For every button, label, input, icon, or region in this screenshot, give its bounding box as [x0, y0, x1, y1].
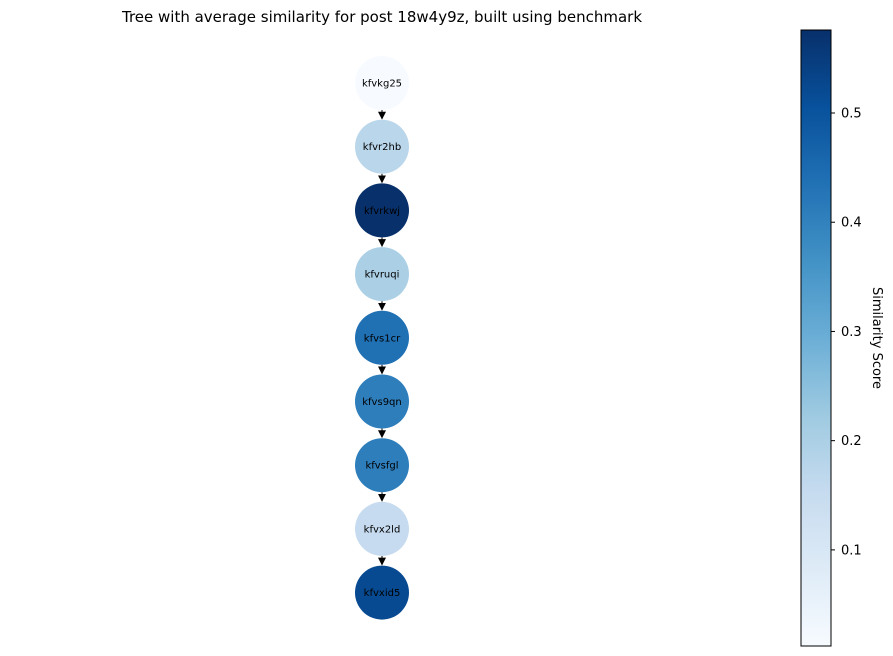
- tree-node-label: kfvsfgl: [365, 461, 398, 472]
- colorbar-label: Similarity Score: [869, 287, 884, 389]
- tree-node: kfvs9qn: [355, 374, 409, 429]
- tree-nodes: kfvkg25 kfvr2hb kfvrkwj kfvruqi kfvs1cr kfvs9…: [355, 56, 409, 620]
- colorbar-tick-label: 0.5: [841, 107, 862, 122]
- tree-node: kfvkg25: [355, 56, 409, 110]
- tree-node-circle: [355, 247, 409, 302]
- colorbar-tick-label: 0.1: [841, 543, 862, 558]
- tree-node-label: kfvr2hb: [363, 142, 401, 153]
- chart-title: Tree with average similarity for post 18…: [121, 8, 642, 26]
- tree-node: kfvx2ld: [355, 501, 409, 556]
- tree-node: kfvsfgl: [355, 438, 409, 493]
- tree-node-label: kfvs1cr: [364, 333, 401, 344]
- colorbar: 0.1 0.2 0.3 0.4 0.5 Similarity Score: [800, 29, 884, 647]
- tree-node-circle: [355, 565, 409, 620]
- colorbar-tick-label: 0.2: [841, 434, 862, 449]
- tree-node-label: kfvrkwj: [364, 206, 400, 217]
- tree-node: kfvr2hb: [355, 119, 409, 174]
- tree-node-circle: [355, 310, 409, 365]
- colorbar-ticks: 0.1 0.2 0.3 0.4 0.5: [831, 107, 862, 558]
- tree-node-label: kfvkg25: [362, 79, 402, 90]
- tree-node: kfvruqi: [355, 247, 409, 302]
- tree-node-circle: [355, 119, 409, 174]
- tree-node-circle: [355, 56, 409, 110]
- tree-node-circle: [355, 438, 409, 493]
- tree-node-label: kfvx2ld: [364, 524, 401, 535]
- colorbar-gradient: [800, 29, 832, 647]
- tree-node: kfvs1cr: [355, 310, 409, 365]
- tree-node-label: kfvruqi: [365, 270, 400, 281]
- colorbar-tick-label: 0.3: [841, 325, 862, 340]
- colorbar-tick-label: 0.4: [841, 216, 862, 231]
- tree-node: kfvxid5: [355, 565, 409, 620]
- tree-node-label: kfvs9qn: [362, 397, 402, 408]
- tree-node-label: kfvxid5: [364, 588, 401, 599]
- tree-node-circle: [355, 183, 409, 238]
- tree-node-circle: [355, 501, 409, 556]
- tree-node: kfvrkwj: [355, 183, 409, 238]
- tree-node-circle: [355, 374, 409, 429]
